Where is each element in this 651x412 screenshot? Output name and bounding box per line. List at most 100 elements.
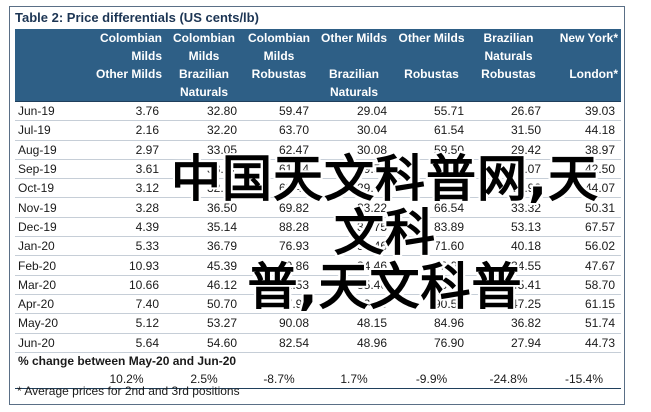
column-header-line: Colombian [173, 31, 235, 45]
column-header: Colombian Milds Brazilian Naturals [165, 29, 243, 102]
table-cell: 36.82 [470, 313, 547, 334]
table-row: Aug-19 2.97 33.05 62.47 30.08 59.50 29.42 38.97 [15, 140, 621, 160]
table-cell: 39.03 [547, 101, 621, 122]
table-cell: 36.50 [165, 197, 243, 218]
table-row: Sep-19 3.61 33.17 61.24 29.56 57.63 28.07 42.50 [15, 159, 621, 180]
table-cell: 3.76 [88, 101, 165, 122]
table-cell: 88.28 [243, 217, 315, 238]
table-cell: 29.56 [315, 159, 393, 180]
table-row: Jan-20 5.33 36.79 76.93 31.46 71.60 40.18 56.02 [15, 236, 621, 257]
column-header-line [318, 47, 390, 65]
table-cell: 32.80 [165, 101, 243, 122]
column-header-line: Robustas [251, 67, 307, 81]
table-cell: 35.46 [315, 275, 393, 295]
row-month: Sep-19 [15, 159, 88, 180]
table-row: Jun-19 3.76 32.80 59.47 29.04 55.71 26.67 39.03 [15, 101, 621, 122]
table-cell: 33.32 [470, 197, 547, 218]
column-header: Colombian Milds Robustas [243, 29, 315, 102]
table-cell: 2.97 [88, 140, 165, 160]
column-header: Colombian Milds Other Milds [88, 29, 165, 102]
table-cell: 53.27 [165, 313, 243, 334]
watermark-line-2: 普,天文科普 [247, 258, 523, 316]
row-month: Jan-20 [15, 236, 88, 257]
table-cell: 30.75 [315, 217, 393, 238]
table-cell: 45.41 [470, 275, 547, 295]
column-header-line: Other Milds [95, 67, 162, 81]
column-header: Other Milds Brazilian Naturals [315, 29, 393, 102]
row-month: Nov-19 [15, 197, 88, 218]
table-cell: 61.15 [547, 294, 621, 315]
change-label-row: % change between May-20 and Jun-20 [15, 352, 621, 370]
row-month: Aug-19 [15, 140, 88, 160]
table-cell: 83.89 [393, 217, 470, 238]
row-month: Mar-20 [15, 275, 88, 295]
column-header-line [18, 47, 85, 65]
table-cell: 44.73 [547, 333, 621, 353]
table-cell: 32.56 [165, 178, 243, 199]
table-row: Mar-20 10.66 46.12 91.53 35.46 80.87 45.41 58.7… [15, 275, 621, 295]
table-cell: 33.17 [165, 159, 243, 180]
column-header-line: Milds [131, 49, 162, 63]
column-header-line [396, 47, 467, 65]
table-row: Apr-20 7.40 50.70 97.95 43.30 90.55 47.25 61.15 [15, 294, 621, 315]
table-cell: 91.53 [243, 275, 315, 295]
table-cell: 62.47 [243, 140, 315, 160]
column-header: Brazilian Naturals Robustas [470, 29, 547, 102]
table-cell: 42.50 [547, 159, 621, 180]
table-cell: 63.48 [243, 178, 315, 199]
table-cell: 50.70 [165, 294, 243, 315]
table-cell: 79.86 [243, 255, 315, 276]
table-cell: 34.55 [470, 255, 547, 276]
table-cell: 44.07 [547, 178, 621, 199]
column-header-line: Brazilian [328, 67, 379, 81]
table-cell: 35.14 [165, 217, 243, 238]
change-cell: -9.9% [393, 369, 470, 390]
table-row: Nov-19 3.28 36.50 69.82 33.22 66.54 33.32 50.31 [15, 197, 621, 218]
table-cell: 61.54 [393, 120, 470, 141]
table-row: Oct-19 3.12 32.56 63.48 29.44 60.36 30.92 44.07 [15, 178, 621, 199]
table-cell: 48.15 [315, 313, 393, 334]
table-cell: 66.54 [393, 197, 470, 218]
table-cell: 47.67 [547, 255, 621, 276]
change-cell: -24.8% [470, 369, 547, 390]
column-header-line: Naturals [484, 49, 533, 63]
change-cell: 10.2% [88, 369, 165, 390]
table-cell: 46.12 [165, 275, 243, 295]
table-cell: 30.92 [470, 178, 547, 199]
table-cell: 3.28 [88, 197, 165, 218]
table-cell: 26.67 [470, 101, 547, 122]
table-cell: 69.82 [243, 197, 315, 218]
table-cell: 10.93 [88, 255, 165, 276]
table-cell: 3.61 [88, 159, 165, 180]
change-cell: 1.7% [315, 369, 393, 390]
price-differentials-table: Colombian Milds Other Milds Colombian Milds B… [15, 29, 621, 390]
table-cell: 47.25 [470, 294, 547, 315]
change-cell: 2.5% [165, 369, 243, 390]
row-month: Oct-19 [15, 178, 88, 199]
column-header-line: Other Milds [398, 31, 465, 45]
column-header-line: Colombian [100, 31, 162, 45]
table-cell: 54.60 [165, 333, 243, 353]
watermark-line-1: 中国天文科普网,天文科 [171, 150, 599, 262]
table-cell: 90.08 [243, 313, 315, 334]
column-header-line [550, 47, 618, 65]
table-cell: 30.04 [315, 120, 393, 141]
table-cell: 33.05 [165, 140, 243, 160]
table-cell: 5.12 [88, 313, 165, 334]
table-cell: 29.04 [315, 101, 393, 122]
row-month: Dec-19 [15, 217, 88, 238]
header-corner [15, 29, 88, 102]
table-cell: 40.18 [470, 236, 547, 257]
change-cell: -8.7% [243, 369, 315, 390]
table-cell: 31.46 [315, 236, 393, 257]
table-cell: 44.18 [547, 120, 621, 141]
change-row: 10.2% 2.5% -8.7% 1.7% -9.9% -24.8% -15.4% [15, 369, 621, 390]
table-cell: 76.93 [243, 236, 315, 257]
column-header-line: New York* [559, 31, 618, 45]
column-header-line: Milds [188, 49, 220, 63]
table-cell: 67.57 [547, 217, 621, 238]
column-header: Other Milds Robustas [393, 29, 470, 102]
column-header-line: Milds [263, 49, 295, 63]
table-cell: 5.33 [88, 236, 165, 257]
table-cell: 84.96 [393, 313, 470, 334]
